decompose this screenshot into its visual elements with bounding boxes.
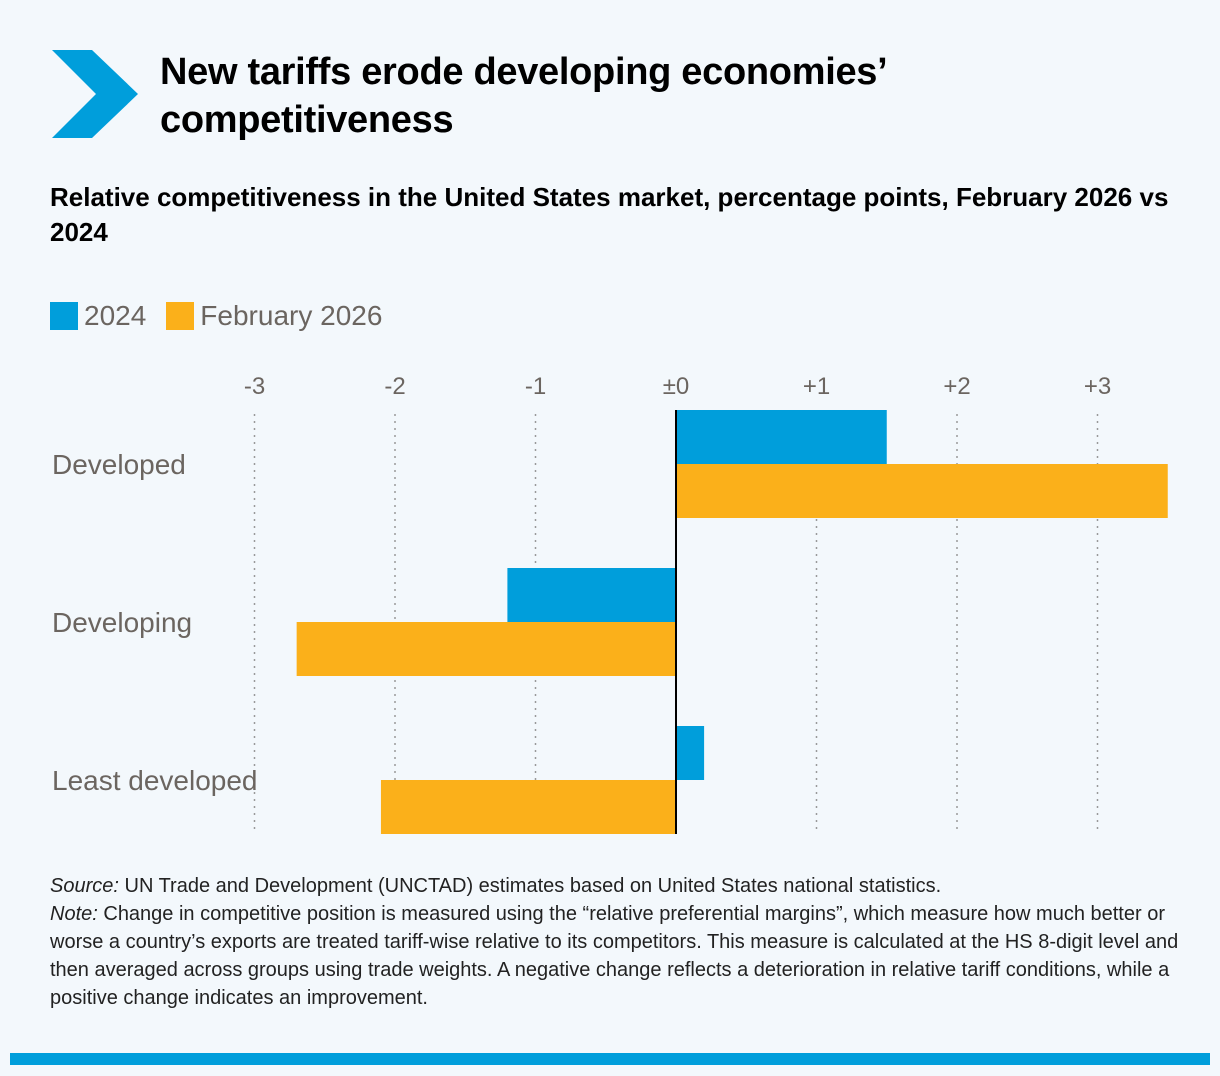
legend-label-february-2026: February 2026 [200,300,383,331]
x-tick-label: -3 [244,373,265,400]
bar-developing-2024 [507,568,676,622]
legend-swatch-2024 [50,302,78,330]
bar-developed-february-2026 [676,464,1168,518]
x-tick-label: ±0 [663,373,690,400]
x-tick-label: +2 [943,373,970,400]
legend-swatch-february-2026 [166,302,195,330]
chevron-logo-icon [52,50,138,138]
notes: Source: UN Trade and Development (UNCTAD… [50,872,1180,1012]
source-note: Source: UN Trade and Development (UNCTAD… [50,872,1180,900]
method-note: Note: Change in competitive position is … [50,900,1180,1012]
category-label: Developed [52,449,186,480]
bottom-accent-bar [10,1053,1210,1065]
note-text: Change in competitive position is measur… [50,903,1179,1009]
bar-chart: -3 -2 -1 ±0 +1 +2 +3 Developed Developing Least d… [52,373,1168,834]
legend-item-2024: 2024 [50,300,146,332]
source-label: Source: [50,875,119,897]
bar-least-developed-february-2026 [380,780,676,834]
chart-subtitle: Relative competitiveness in the United S… [50,182,1169,247]
legend-item-february-2026: February 2026 [166,300,382,332]
bar-developing-february-2026 [296,622,676,676]
x-tick-label: +1 [803,373,830,400]
legend-label-2024: 2024 [84,300,147,331]
note-label: Note: [50,903,98,925]
x-tick-label: -1 [525,373,546,400]
x-tick-label: -2 [384,373,405,400]
source-text: UN Trade and Development (UNCTAD) estima… [118,875,942,897]
x-tick-label: +3 [1084,373,1111,400]
category-label: Developing [52,607,192,638]
chart-title: New tariffs erode developing economies’ … [160,51,886,141]
bar-developed-2024 [676,410,887,464]
category-label: Least developed [52,765,258,796]
legend: 2024 February 2026 [50,300,402,332]
bar-least-developed-2024 [676,726,705,780]
